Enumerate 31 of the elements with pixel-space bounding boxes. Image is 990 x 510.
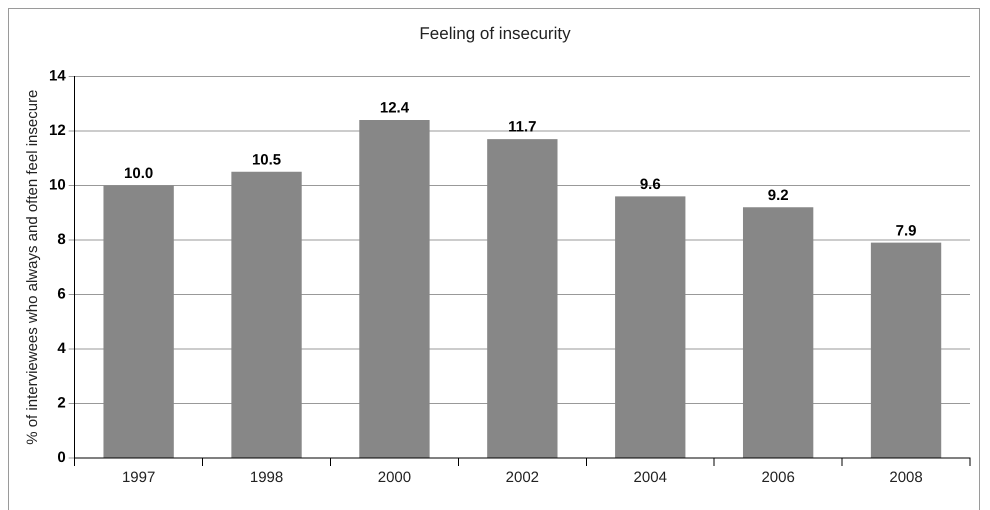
y-tick-label: 2 bbox=[57, 394, 66, 412]
bar bbox=[742, 207, 814, 458]
bar bbox=[870, 242, 942, 458]
x-tick-label: 2006 bbox=[761, 469, 795, 486]
data-label: 10.5 bbox=[252, 151, 282, 168]
y-tick-label: 0 bbox=[57, 449, 66, 466]
bar bbox=[615, 196, 686, 458]
x-tick-label: 2004 bbox=[634, 469, 667, 486]
y-axis-title: % of interviewees who always and often feel insecure bbox=[24, 90, 42, 445]
x-tick-label: 2000 bbox=[378, 469, 412, 486]
bar bbox=[487, 139, 558, 458]
y-tick-label: 12 bbox=[48, 122, 66, 140]
x-tick-label: 2008 bbox=[889, 469, 923, 486]
bar bbox=[359, 120, 430, 458]
x-tick-label: 2002 bbox=[506, 469, 540, 486]
data-label: 9.2 bbox=[768, 186, 789, 204]
data-label: 7.9 bbox=[896, 222, 916, 240]
data-label: 9.6 bbox=[640, 176, 661, 193]
data-label: 10.0 bbox=[124, 165, 154, 182]
y-tick-label: 14 bbox=[48, 68, 66, 85]
bar bbox=[103, 185, 174, 458]
y-tick-label: 4 bbox=[57, 340, 66, 358]
data-label: 12.4 bbox=[380, 100, 410, 117]
y-tick-label: 6 bbox=[57, 286, 66, 303]
y-tick-label: 10 bbox=[48, 176, 66, 194]
x-tick-label: 1998 bbox=[250, 469, 284, 486]
x-tick-label: 1997 bbox=[122, 469, 156, 486]
y-tick-label: 8 bbox=[57, 231, 66, 248]
chart-title: Feeling of insecurity bbox=[419, 24, 572, 43]
data-label: 11.7 bbox=[508, 118, 537, 136]
bar bbox=[231, 172, 302, 458]
